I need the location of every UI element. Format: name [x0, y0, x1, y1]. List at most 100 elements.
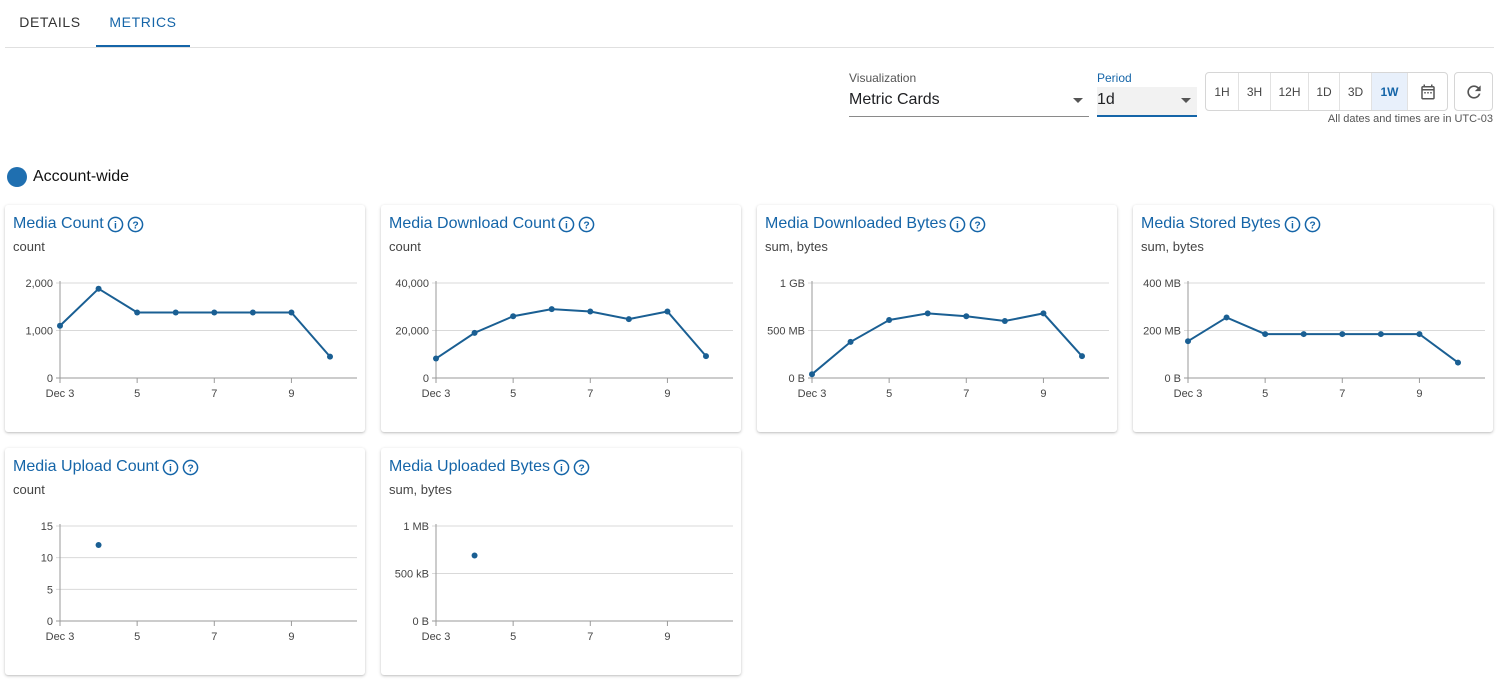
x-tick-label: 5 — [510, 631, 516, 643]
data-point[interactable] — [924, 310, 931, 317]
data-point[interactable] — [1079, 353, 1085, 360]
y-tick-label: 15 — [41, 521, 53, 533]
data-point[interactable] — [587, 308, 594, 315]
x-tick-label: 5 — [510, 388, 516, 400]
range-button-1d[interactable]: 1D — [1309, 73, 1340, 110]
card-subtitle: sum, bytes — [389, 482, 452, 497]
data-point[interactable] — [1040, 310, 1047, 317]
range-button-3h[interactable]: 3H — [1239, 73, 1271, 110]
help-icon[interactable]: ? — [573, 459, 590, 476]
x-tick-label: Dec 3 — [422, 631, 451, 643]
range-button-3d[interactable]: 3D — [1340, 73, 1372, 110]
x-tick-label: 5 — [1262, 388, 1268, 400]
tab-details[interactable]: DETAILS — [19, 14, 81, 30]
tab-metrics[interactable]: METRICS — [96, 0, 190, 47]
help-icon[interactable]: ? — [127, 216, 144, 233]
data-point[interactable] — [1377, 331, 1384, 338]
svg-text:?: ? — [1309, 220, 1315, 231]
x-tick-label: Dec 3 — [798, 388, 827, 400]
info-icon[interactable]: i — [107, 216, 124, 233]
refresh-button[interactable] — [1454, 72, 1493, 111]
data-point[interactable] — [1300, 331, 1307, 338]
info-icon[interactable]: i — [1284, 216, 1301, 233]
svg-text:i: i — [956, 220, 959, 231]
data-point[interactable] — [95, 542, 102, 548]
card-subtitle: count — [13, 239, 45, 254]
card-title[interactable]: Media Download Count — [389, 215, 556, 232]
data-point[interactable] — [134, 309, 141, 316]
y-tick-label: 1,000 — [25, 326, 53, 338]
data-point[interactable] — [847, 338, 854, 345]
data-point[interactable] — [1416, 331, 1423, 338]
card-title[interactable]: Media Upload Count — [13, 458, 159, 475]
range-button-1w[interactable]: 1W — [1372, 73, 1408, 110]
info-icon[interactable]: i — [162, 459, 179, 476]
info-icon[interactable]: i — [949, 216, 966, 233]
data-point[interactable] — [1339, 331, 1346, 338]
data-point[interactable] — [172, 309, 179, 316]
help-icon[interactable]: ? — [1304, 216, 1321, 233]
metric-card-media-count: Media Count i ? count 0 1,000 2,000 Dec 3 5 7… — [5, 205, 365, 432]
metric-card-media-upload-count: Media Upload Count i ? count 0 5 10 15 Dec 3… — [5, 448, 365, 675]
range-button-1h[interactable]: 1H — [1206, 73, 1239, 110]
y-tick-label: 200 MB — [1143, 326, 1181, 338]
x-tick-label: 7 — [587, 388, 593, 400]
x-tick-label: 9 — [664, 631, 670, 643]
y-tick-label: 0 B — [788, 373, 805, 385]
help-icon[interactable]: ? — [182, 459, 199, 476]
y-tick-label: 500 MB — [767, 326, 805, 338]
data-point[interactable] — [510, 313, 517, 320]
data-point[interactable] — [433, 355, 439, 362]
range-button-12h[interactable]: 12H — [1271, 73, 1309, 110]
data-point[interactable] — [327, 353, 333, 360]
data-point[interactable] — [703, 353, 709, 360]
series-line — [1187, 316, 1459, 364]
card-title[interactable]: Media Stored Bytes — [1141, 215, 1281, 232]
card-subtitle: count — [389, 239, 421, 254]
data-point[interactable] — [809, 371, 815, 378]
data-point[interactable] — [1455, 359, 1461, 366]
y-tick-label: 0 — [423, 373, 429, 385]
info-icon[interactable]: i — [553, 459, 570, 476]
y-tick-label: 0 — [47, 373, 53, 385]
data-point[interactable] — [95, 285, 102, 292]
data-point[interactable] — [1223, 314, 1230, 321]
x-tick-label: 7 — [211, 631, 217, 643]
data-point[interactable] — [963, 313, 970, 320]
help-icon[interactable]: ? — [969, 216, 986, 233]
data-point[interactable] — [1001, 318, 1008, 324]
x-tick-label: 7 — [1339, 388, 1345, 400]
data-point[interactable] — [471, 329, 478, 336]
y-tick-label: 40,000 — [395, 278, 429, 290]
help-icon[interactable]: ? — [578, 216, 595, 233]
chart: 0 B 500 MB 1 GB Dec 3 5 7 9 — [767, 278, 1109, 400]
visualization-select[interactable]: Metric Cards — [849, 87, 1089, 117]
y-tick-label: 0 B — [1164, 373, 1181, 385]
data-point[interactable] — [664, 308, 671, 315]
calendar-icon — [1420, 84, 1435, 99]
x-tick-label: 5 — [886, 388, 892, 400]
calendar-button[interactable] — [1408, 73, 1447, 110]
period-select[interactable]: 1d — [1097, 87, 1197, 117]
x-tick-label: 7 — [587, 631, 593, 643]
data-point[interactable] — [288, 309, 295, 316]
data-point[interactable] — [625, 316, 632, 323]
card-title[interactable]: Media Downloaded Bytes — [765, 215, 947, 232]
data-point[interactable] — [471, 552, 478, 559]
data-point[interactable] — [1185, 338, 1191, 345]
x-tick-label: 9 — [1416, 388, 1422, 400]
info-icon[interactable]: i — [558, 216, 575, 233]
card-title[interactable]: Media Count — [13, 215, 104, 232]
y-tick-label: 0 B — [412, 616, 429, 628]
account-scope-label: Account-wide — [33, 168, 130, 185]
data-point[interactable] — [57, 322, 63, 329]
series-line — [435, 308, 707, 360]
data-point[interactable] — [886, 317, 893, 324]
data-point[interactable] — [211, 309, 218, 316]
card-title[interactable]: Media Uploaded Bytes — [389, 458, 550, 475]
svg-text:?: ? — [578, 463, 584, 474]
data-point[interactable] — [249, 309, 256, 316]
data-point[interactable] — [548, 306, 555, 313]
y-tick-label: 5 — [47, 584, 53, 596]
data-point[interactable] — [1262, 331, 1269, 338]
